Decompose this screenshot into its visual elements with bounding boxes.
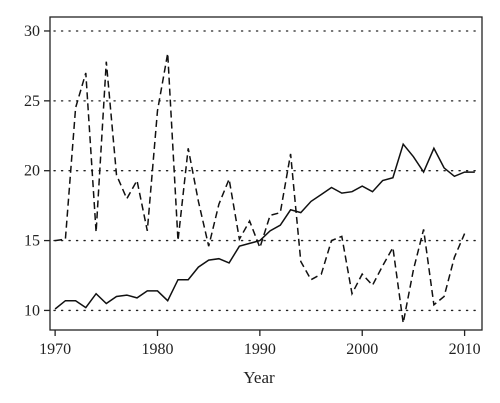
x-tick-label: 2010: [449, 341, 481, 358]
solid-series: [54, 142, 475, 310]
y-tick-label: 30: [24, 23, 40, 40]
x-tick-label: 2000: [346, 341, 378, 358]
dashed-series: [54, 53, 466, 324]
x-tick-label: 1970: [39, 341, 71, 358]
y-tick-label: 10: [24, 302, 40, 319]
gridlines: [53, 30, 481, 312]
axis-ticks: 10 15 20 25 30 1970 1980 1990 2000 2010: [24, 23, 481, 358]
x-axis-title: Year: [243, 368, 275, 387]
y-tick-label: 20: [24, 163, 40, 180]
x-tick-label: 1980: [141, 341, 173, 358]
x-tick-label: 1990: [244, 341, 276, 358]
y-tick-label: 15: [24, 233, 40, 250]
y-tick-label: 25: [24, 93, 40, 110]
dashed-series-line: [54, 53, 466, 324]
solid-series-line: [54, 142, 475, 310]
plot-frame: [49, 16, 483, 331]
series-lines: [54, 53, 475, 324]
